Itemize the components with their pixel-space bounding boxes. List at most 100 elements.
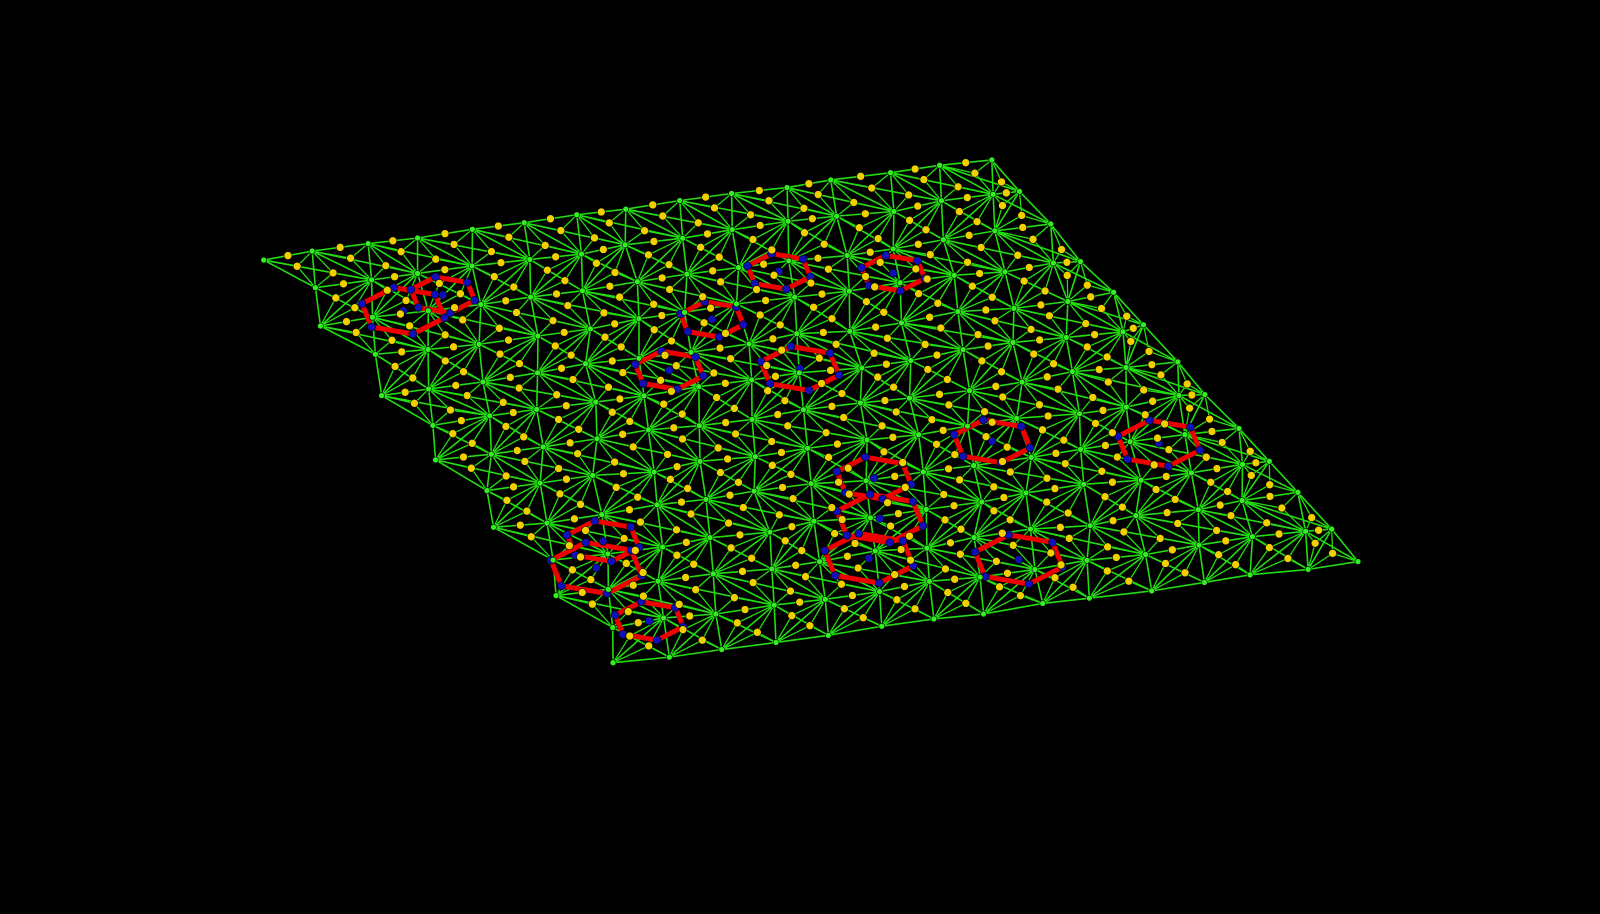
hub-node bbox=[876, 588, 883, 595]
bond bbox=[864, 275, 901, 284]
lattice-node bbox=[509, 482, 518, 492]
bond bbox=[681, 237, 688, 275]
bond bbox=[482, 381, 520, 389]
ring-bond bbox=[432, 274, 470, 285]
ring-node bbox=[825, 348, 835, 358]
bond bbox=[973, 464, 995, 488]
ring-center-node bbox=[869, 473, 879, 483]
bond bbox=[775, 625, 811, 644]
ring-bond bbox=[767, 381, 812, 393]
bond bbox=[1079, 432, 1114, 450]
bond bbox=[748, 343, 753, 381]
bond bbox=[926, 547, 962, 555]
ring-bond bbox=[856, 530, 906, 544]
hub-node bbox=[1022, 489, 1030, 497]
bond bbox=[608, 222, 626, 246]
bond bbox=[771, 520, 815, 570]
lattice-node bbox=[1086, 292, 1096, 302]
bond bbox=[1013, 307, 1050, 317]
bond bbox=[1013, 307, 1032, 331]
hub-node bbox=[858, 364, 866, 372]
bond bbox=[319, 297, 337, 327]
lattice-node bbox=[551, 252, 560, 262]
lattice-node bbox=[1103, 542, 1112, 552]
bond bbox=[371, 316, 411, 327]
bond bbox=[1241, 484, 1271, 502]
lattice-node bbox=[449, 342, 458, 352]
bond bbox=[735, 266, 740, 305]
hub-node bbox=[1188, 469, 1195, 477]
bond bbox=[601, 471, 656, 516]
lattice-node bbox=[853, 563, 863, 573]
bond bbox=[933, 576, 981, 620]
ring-bond bbox=[832, 573, 882, 586]
lattice-node bbox=[1180, 568, 1190, 578]
lattice-node bbox=[1038, 425, 1047, 435]
lattice-node bbox=[753, 628, 762, 637]
bond bbox=[806, 447, 812, 485]
bond bbox=[929, 253, 955, 276]
hub-node bbox=[1013, 415, 1021, 422]
bond bbox=[1241, 499, 1333, 530]
lattice-node bbox=[1310, 538, 1320, 548]
bond bbox=[434, 442, 473, 461]
hub-node bbox=[635, 315, 643, 323]
bond bbox=[889, 172, 925, 181]
bond bbox=[593, 237, 626, 246]
hub-node bbox=[988, 156, 996, 164]
bond bbox=[983, 411, 1018, 419]
lattice-node bbox=[560, 276, 570, 285]
bond bbox=[596, 411, 613, 440]
lattice-node bbox=[764, 196, 774, 206]
lattice-node bbox=[698, 292, 708, 302]
lattice-node bbox=[837, 515, 847, 524]
bond bbox=[1249, 557, 1289, 576]
bond bbox=[938, 164, 943, 202]
bond bbox=[720, 604, 775, 651]
lattice-node bbox=[1108, 516, 1118, 525]
bond bbox=[846, 210, 895, 257]
hub-node bbox=[1064, 298, 1072, 305]
hub-node bbox=[821, 595, 829, 603]
bond bbox=[779, 296, 796, 326]
hub-node bbox=[468, 262, 476, 270]
lattice-node bbox=[748, 578, 758, 587]
hub-node bbox=[795, 369, 803, 377]
lattice-node bbox=[731, 429, 740, 439]
lattice-node bbox=[552, 390, 561, 400]
lattice-node bbox=[1126, 337, 1136, 346]
bond bbox=[1184, 418, 1211, 436]
ring-node bbox=[834, 370, 844, 380]
hub-node bbox=[1174, 358, 1182, 366]
bond bbox=[416, 237, 455, 246]
bond bbox=[874, 550, 931, 583]
lattice-node bbox=[817, 289, 827, 299]
lattice-node bbox=[748, 235, 758, 244]
hub-node bbox=[1142, 551, 1149, 558]
bond bbox=[546, 522, 609, 555]
bond bbox=[1198, 544, 1251, 576]
lattice-node bbox=[896, 545, 906, 554]
bond bbox=[712, 572, 717, 615]
bond bbox=[957, 285, 974, 313]
lattice-node bbox=[665, 285, 674, 294]
bond bbox=[1067, 300, 1103, 310]
ring-bond bbox=[408, 274, 438, 292]
lattice-node bbox=[607, 356, 617, 366]
ring-node bbox=[1048, 537, 1057, 547]
bond bbox=[380, 365, 396, 397]
lattice-node bbox=[1042, 497, 1052, 507]
ring-node bbox=[781, 284, 791, 294]
lattice-node bbox=[1185, 403, 1194, 413]
bond bbox=[612, 635, 631, 664]
lattice-node bbox=[1088, 393, 1098, 402]
lattice-node bbox=[451, 381, 461, 390]
bond bbox=[1086, 284, 1115, 293]
bond bbox=[786, 186, 789, 223]
lattice-node bbox=[699, 318, 709, 328]
lattice-node bbox=[1024, 263, 1034, 272]
lattice-node bbox=[726, 354, 735, 364]
hub-node bbox=[364, 240, 372, 247]
bond bbox=[349, 257, 373, 281]
